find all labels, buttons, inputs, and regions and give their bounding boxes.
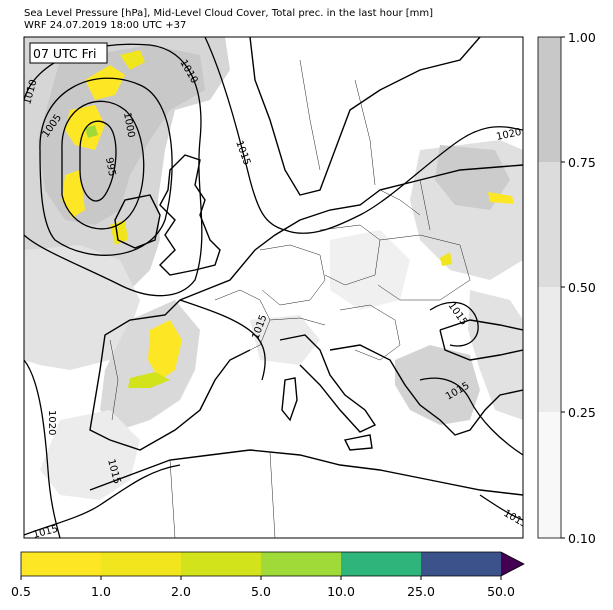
cloud-balkans <box>395 345 480 425</box>
cloud-atlantic-lower <box>24 245 140 370</box>
precip-colorbar-tick: 2.0 <box>171 584 191 599</box>
isobar-1010 <box>24 43 203 297</box>
precip-cyclone-south <box>62 170 85 218</box>
precip-colorbar: 0.5 1.0 2.0 5.0 10.0 25.0 50.0 <box>11 551 525 599</box>
precip-north-atlantic-2 <box>120 50 145 70</box>
national-borders <box>109 59 471 538</box>
border-scandinavia <box>299 59 376 186</box>
precip-east <box>488 192 514 204</box>
precip-colorbar-segment <box>101 552 181 576</box>
precip-ukraine <box>440 252 452 266</box>
isobar-1015-sw <box>24 464 181 536</box>
border-france <box>214 289 271 356</box>
isobar-1015-east <box>429 301 479 347</box>
precip-colorbar-segment <box>21 552 101 576</box>
precip-colorbar-tick: 0.5 <box>11 584 31 599</box>
border-poland <box>319 224 381 286</box>
time-label: 07 UTC Fri <box>33 46 97 61</box>
cloud-colorbar-tick: 0.50 <box>568 280 596 295</box>
cloud-colorbar-tick: 0.75 <box>568 155 596 170</box>
cloud-central <box>330 230 410 310</box>
precip-colorbar-extend-arrow <box>501 552 524 576</box>
precipitation-layer <box>62 50 514 388</box>
precip-colorbar-segment <box>341 552 421 576</box>
border-baltics <box>379 179 431 231</box>
cloud-colorbar-tick: 1.00 <box>568 30 596 45</box>
isobar-1015-north <box>204 37 523 234</box>
isobar-1015-france <box>179 299 266 381</box>
coast-scandinavia <box>249 37 481 196</box>
precip-colorbar-segment <box>421 552 501 576</box>
isobars <box>24 37 523 538</box>
precip-biscay <box>148 320 182 380</box>
coast-italy <box>279 334 377 433</box>
cloud-colorbar-segment <box>538 37 561 162</box>
coast-sicily <box>343 434 373 451</box>
map-title: Sea Level Pressure [hPa], Mid-Level Clou… <box>24 8 434 19</box>
precip-colorbar-segment <box>261 552 341 576</box>
precip-colorbar-tick: 1.0 <box>91 584 111 599</box>
border-ukraine <box>377 234 471 301</box>
precip-cyclone-core <box>65 105 105 150</box>
isobar-label: 1020 <box>46 410 57 435</box>
coastlines <box>89 37 523 496</box>
coast-iberia <box>89 299 251 451</box>
precip-cyclone-green <box>85 125 98 138</box>
cloud-iberia-south <box>40 410 140 500</box>
map-subtitle: WRF 24.07.2019 18:00 UTC +37 <box>24 20 187 31</box>
cloud-colorbar-tick: 0.25 <box>568 405 596 420</box>
border-maghreb <box>169 451 276 538</box>
isobar-995 <box>79 120 117 202</box>
coast-balkans <box>329 344 523 436</box>
precip-colorbar-tick: 10.0 <box>327 584 355 599</box>
cloud-alps <box>250 315 320 365</box>
isobar-label: 995 <box>103 157 117 178</box>
coast-britain <box>159 154 221 276</box>
isobar-label: 1000 <box>121 112 136 139</box>
precip-colorbar-segment <box>181 552 261 576</box>
map-area: 1010 1005 1000 995 1010 1015 1020 1015 1… <box>24 37 523 538</box>
map-frame <box>23 36 524 539</box>
coast-north-africa <box>89 449 523 496</box>
precip-north-atlantic <box>85 65 125 100</box>
cloud-colorbar-segment <box>538 412 561 538</box>
precip-colorbar-tick: 5.0 <box>251 584 271 599</box>
border-balkans <box>339 304 401 361</box>
isobar-label: 1020 <box>495 127 522 143</box>
coast-continent <box>179 164 523 301</box>
isobar-1020-west <box>24 359 61 538</box>
cloud-cover-colorbar: 1.00 0.75 0.50 0.25 0.10 <box>537 30 596 546</box>
isobar-1015-se <box>479 494 523 521</box>
coast-corsica-sardinia <box>281 377 298 422</box>
cloud-colorbar-segment <box>538 287 561 412</box>
border-spain-portugal <box>109 339 119 421</box>
precip-colorbar-tick: 50.0 <box>487 584 515 599</box>
precip-biscay-2 <box>128 372 170 388</box>
border-germany <box>259 244 326 306</box>
isobar-1015-south <box>419 377 523 456</box>
precip-colorbar-frame <box>20 551 525 577</box>
isobar-1000 <box>61 100 145 230</box>
coast-black-sea <box>439 319 523 361</box>
cloud-colorbar-tick: 0.10 <box>568 531 596 546</box>
border-alps <box>269 317 326 326</box>
precip-colorbar-tick: 25.0 <box>407 584 435 599</box>
isobar-1005 <box>39 77 173 256</box>
time-label-box <box>29 42 108 64</box>
cloud-colorbar-segment <box>538 162 561 287</box>
